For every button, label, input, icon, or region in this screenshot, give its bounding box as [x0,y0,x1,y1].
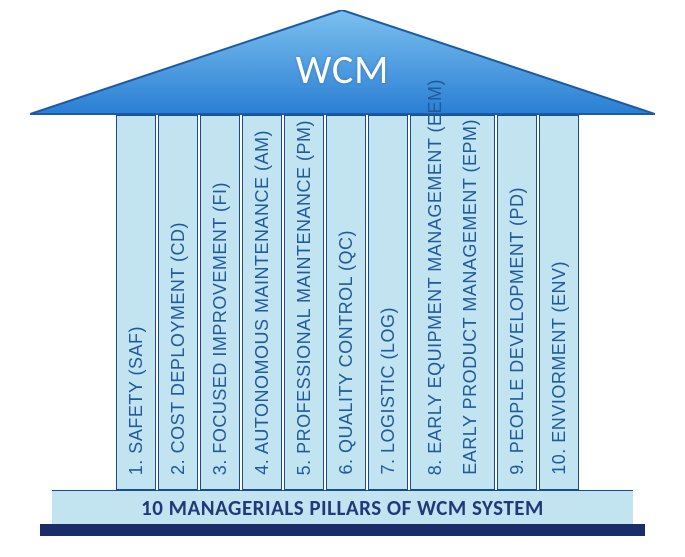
pillar-2: 2. COST DEPLOYMENT (CD) [158,115,198,490]
pillar-label: 2. COST DEPLOYMENT (CD) [168,222,189,475]
pillar-1: 1. SAFETY (SAF) [116,115,156,490]
pillar-3: 3. FOCUSED IMPROVEMENT (FI) [200,115,240,490]
pillars-row: 1. SAFETY (SAF) 2. COST DEPLOYMENT (CD) 3.… [30,115,655,490]
pillar-6: 6. QUALITY CONTROL (QC) [326,115,366,490]
pillar-label: 3. FOCUSED IMPROVEMENT (FI) [210,182,231,475]
pillar-label: 5. PROFESSIONAL MAINTENANCE (PM) [294,120,315,475]
pillar-label: 6. QUALITY CONTROL (QC) [336,230,357,475]
base-bar: 10 MANAGERIALS PILLARS OF WCM SYSTEM [52,490,633,524]
pillar-label: 10. ENVIORMENT (ENV) [549,261,570,475]
pillar-8: 8. EARLY EQUIPMENT MANAGEMENT (EEM)EARLY… [410,115,495,490]
roof-title: WCM [30,45,655,94]
temple-roof: WCM [30,10,655,115]
pillar-4: 4. AUTONOMOUS MAINTENANCE (AM) [242,115,282,490]
pillar-7: 7. LOGISTIC (LOG) [368,115,408,490]
pillar-10: 10. ENVIORMENT (ENV) [539,115,579,490]
wcm-temple-diagram: WCM 1. SAFETY (SAF) 2. COST DEPLOYMENT (C… [30,10,655,540]
pillar-5: 5. PROFESSIONAL MAINTENANCE (PM) [284,115,324,490]
pillar-9: 9. PEOPLE DEVELOPMENT (PD) [497,115,537,490]
pillar-label: 7. LOGISTIC (LOG) [378,307,399,475]
pillar-label: 8. EARLY EQUIPMENT MANAGEMENT (EEM) [425,79,446,475]
pillar-label: 9. PEOPLE DEVELOPMENT (PD) [507,187,528,475]
pillar-label: 4. AUTONOMOUS MAINTENANCE (AM) [252,130,273,475]
foundation [40,524,645,536]
pillar-label: 1. SAFETY (SAF) [126,326,147,475]
pillar-label: EARLY PRODUCT MANAGEMENT (EPM) [460,119,481,475]
